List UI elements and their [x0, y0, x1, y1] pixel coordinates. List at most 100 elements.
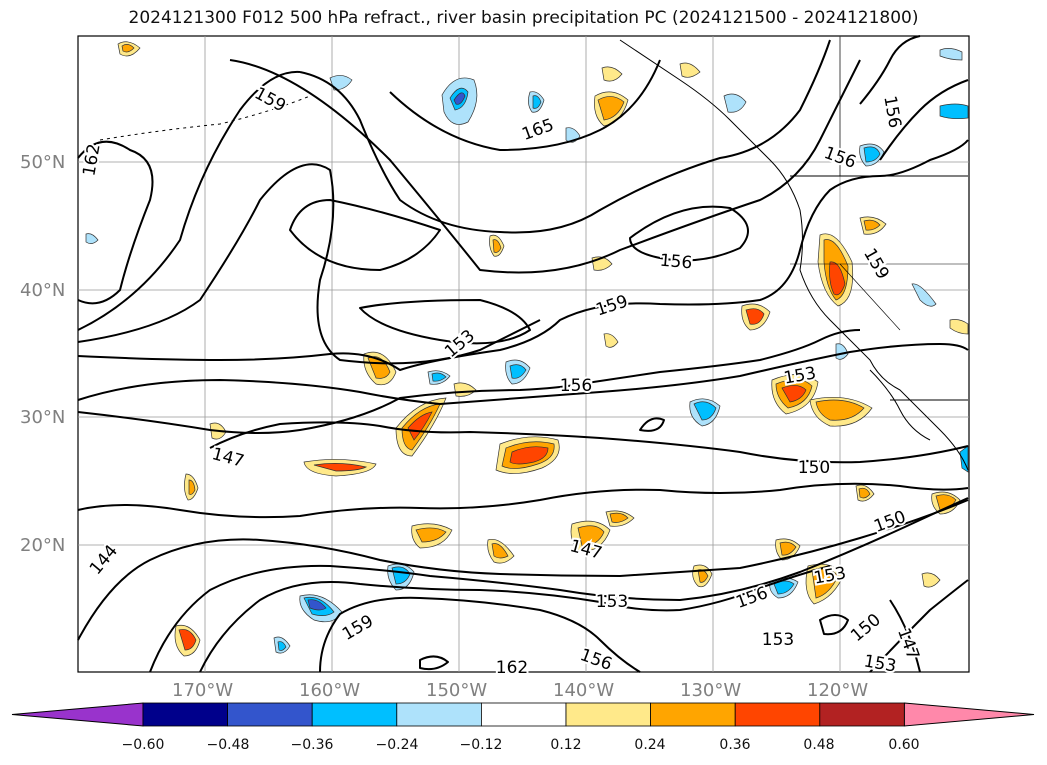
contour-line — [419, 655, 449, 671]
precip-anomaly-blob — [509, 364, 527, 379]
precip-anomaly-blob — [723, 93, 747, 113]
precip-anomaly-blob — [509, 446, 549, 465]
precip-anomaly-blob — [835, 343, 849, 360]
contour-line — [299, 39, 831, 234]
colorbar-tick-label: −0.24 — [375, 737, 419, 753]
refractivity-contours — [77, 35, 969, 673]
precip-anomaly-blob — [911, 283, 937, 307]
contour-line — [77, 140, 154, 305]
colorbar-tick-label: −0.36 — [290, 737, 334, 753]
contour-value-label: 153 — [762, 630, 794, 650]
contour-value-label: 153 — [596, 592, 628, 612]
contour-line — [77, 499, 969, 641]
map-title: 2024121300 F012 500 hPa refract., river … — [128, 8, 919, 28]
precip-anomaly-blob — [415, 527, 447, 543]
colorbar-swatch — [311, 702, 398, 727]
colorbar-extend-high — [903, 702, 1035, 727]
colorbar-tick-label: −0.60 — [121, 737, 165, 753]
precip-anomaly-blob — [863, 146, 881, 163]
precip-anomaly-blob — [745, 308, 765, 325]
precip-anomaly-blob — [532, 95, 542, 109]
contour-line — [819, 614, 849, 636]
precip-anomaly-blob — [781, 385, 807, 403]
colorbar-tick-label: −0.12 — [459, 737, 503, 753]
precip-anomaly-blob — [679, 62, 701, 78]
colorbar — [11, 702, 1035, 727]
contour-line — [859, 35, 921, 105]
precip-anomaly-blob — [601, 66, 623, 82]
contour-line — [77, 343, 969, 405]
colorbar-extend-low — [11, 702, 144, 727]
contour-line — [77, 482, 969, 519]
contour-value-label: 156 — [659, 251, 693, 274]
precip-anomaly-blob — [453, 92, 466, 105]
precip-anomaly-blob — [779, 541, 797, 556]
colorbar-tick-label: 0.48 — [803, 737, 835, 753]
lon-tick-label: 160°W — [299, 680, 361, 701]
colorbar-tick-label: 0.36 — [719, 737, 751, 753]
contour-line — [639, 417, 665, 432]
precip-anomaly-blob — [307, 599, 327, 611]
precip-anomaly-blob — [597, 96, 625, 121]
colorbar-swatch — [734, 702, 821, 727]
state-border — [839, 263, 901, 331]
precip-anomaly-blob — [313, 463, 368, 472]
precip-anomaly-blob — [939, 103, 969, 120]
precip-anomaly-blob — [863, 219, 881, 231]
colorbar-swatch — [227, 702, 313, 727]
precip-anomaly-blob — [603, 333, 619, 348]
contour-line — [389, 59, 661, 151]
colorbar-tick-label: 0.24 — [634, 737, 666, 753]
colorbar-swatch — [650, 702, 736, 727]
lat-tick-label: 50°N — [20, 152, 66, 173]
colorbar-swatch — [480, 702, 567, 727]
precip-anomaly-blob — [492, 239, 502, 253]
contour-line — [229, 59, 861, 274]
precip-anomaly-blob — [949, 319, 969, 335]
lat-tick-label: 20°N — [20, 535, 66, 556]
colorbar-swatch — [396, 702, 482, 727]
coastline — [99, 36, 969, 471]
precip-anomaly-blob — [407, 411, 433, 441]
lat-tick-label: 40°N — [20, 280, 66, 301]
colorbar-swatch — [142, 702, 228, 727]
contour-line — [77, 329, 861, 434]
contour-line — [149, 497, 969, 673]
contour-line — [209, 421, 969, 464]
precip-anomaly-blob — [85, 233, 99, 244]
precip-anomaly-blob — [121, 44, 135, 53]
contour-value-label: 156 — [560, 376, 592, 396]
contour-line — [869, 579, 969, 673]
precip-anomaly-blob — [815, 399, 865, 421]
lon-tick-label: 120°W — [807, 680, 869, 701]
colorbar-swatch — [565, 702, 651, 727]
lon-tick-label: 130°W — [680, 680, 742, 701]
contour-line — [289, 199, 441, 271]
coastline-baja-california — [869, 369, 931, 441]
contour-line — [199, 565, 831, 673]
precip-anomaly-blob — [609, 512, 629, 523]
precip-anomaly-blob — [829, 261, 846, 296]
contour-line — [889, 599, 921, 673]
contour-value-label: 162 — [496, 658, 528, 678]
precip-anomaly-blob — [921, 572, 941, 588]
lat-tick-label: 30°N — [20, 407, 66, 428]
contour-value-label: 153 — [862, 651, 897, 676]
precip-anomaly-blob — [693, 401, 717, 421]
contour-line — [629, 205, 749, 262]
colorbar-tick-label: −0.48 — [206, 737, 250, 753]
colorbar-swatch — [819, 702, 905, 727]
contour-line — [319, 596, 641, 673]
lon-tick-label: 170°W — [172, 680, 234, 701]
colorbar-tick-label: 0.12 — [550, 737, 582, 753]
precip-anomaly-blob — [431, 372, 447, 382]
precip-anomaly-blob — [939, 48, 963, 61]
contour-line — [77, 70, 301, 331]
precip-anomaly-blob — [188, 479, 196, 495]
contour-value-label: 150 — [798, 458, 830, 478]
precip-shading — [85, 41, 969, 657]
precip-anomaly-blob — [491, 543, 509, 559]
precip-anomaly-blob — [277, 641, 287, 651]
colorbar-tick-label: 0.60 — [888, 737, 920, 753]
